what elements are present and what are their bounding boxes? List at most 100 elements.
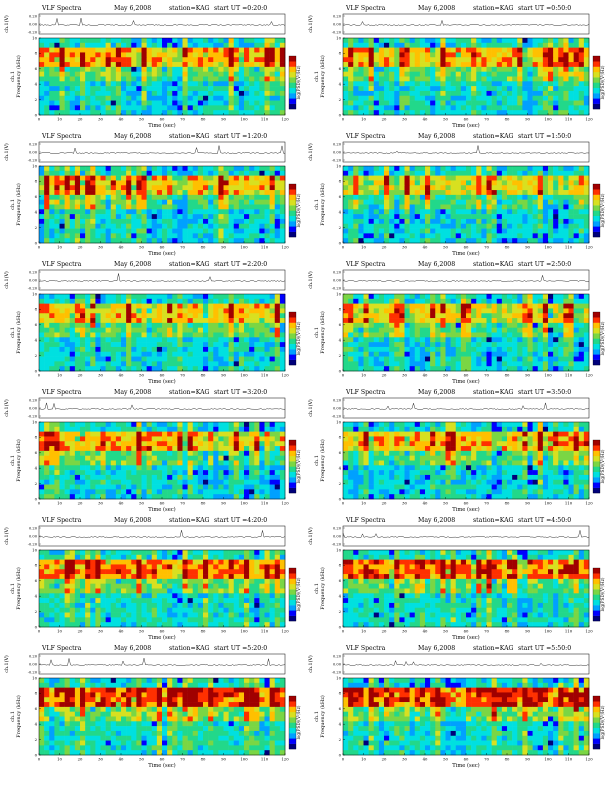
y-tick-label: 4 (35, 338, 38, 343)
heatmap-cell (455, 166, 462, 172)
heatmap-cell (244, 356, 250, 362)
heatmap-cell (105, 342, 112, 348)
heatmap-cell (399, 100, 405, 106)
heatmap-cell (110, 194, 117, 200)
heatmap-cell (141, 76, 147, 82)
heatmap-cell (218, 327, 224, 333)
heatmap-cell (389, 52, 395, 58)
heatmap-cell (218, 233, 224, 239)
heatmap-cell (368, 342, 375, 348)
heatmap-cell (110, 47, 117, 53)
heatmap-cell (517, 100, 523, 106)
heatmap-cell (542, 81, 549, 87)
heatmap-cell (348, 351, 354, 357)
heatmap-cell (476, 214, 482, 220)
heatmap-cell (69, 294, 76, 300)
heatmap-cell (274, 190, 281, 196)
heatmap-cell (353, 90, 359, 97)
heatmap-cell (64, 233, 71, 239)
heatmap-cell (203, 38, 209, 44)
heatmap-cell (223, 313, 229, 319)
heatmap-cell (517, 313, 523, 319)
heatmap-cell (49, 57, 55, 63)
heatmap-cell (373, 100, 380, 106)
heatmap-cell (64, 57, 71, 63)
heatmap-cell (363, 318, 369, 324)
heatmap-cell (430, 298, 436, 304)
heatmap-cell (203, 170, 209, 176)
heatmap-cell (167, 194, 173, 200)
heatmap-cell (558, 342, 564, 348)
heatmap-cell (274, 337, 281, 343)
heatmap-cell (39, 318, 45, 324)
heatmap-cell (187, 204, 194, 210)
heatmap-cell (368, 175, 375, 181)
heatmap-cell (182, 52, 188, 58)
heatmap-cell (583, 105, 590, 111)
heatmap-cell (105, 175, 112, 181)
heatmap-cell (558, 90, 564, 97)
heatmap-cell (532, 346, 539, 353)
heatmap-cell (486, 175, 492, 181)
heatmap-cell (182, 90, 188, 97)
heatmap-cell (425, 346, 431, 353)
heatmap-cell (507, 47, 513, 53)
heatmap-cell (578, 81, 585, 87)
heatmap-cell (522, 342, 528, 348)
heatmap-cell (578, 332, 585, 338)
heatmap-cell (358, 57, 364, 63)
heatmap-cell (279, 190, 286, 196)
heatmap-cell (238, 228, 245, 234)
heatmap-cell (233, 57, 240, 63)
trace-frame (342, 13, 590, 35)
heatmap-cell (348, 318, 354, 324)
y-axis-label: Frequency (kHz) (319, 55, 326, 98)
heatmap-cell (238, 71, 245, 77)
heatmap-cell (172, 223, 178, 229)
heatmap-cell (177, 95, 183, 101)
heatmap-cell (419, 294, 426, 300)
heatmap-cell (218, 337, 224, 343)
heatmap-cell (274, 47, 281, 53)
heatmap-cell (249, 57, 255, 63)
heatmap-cell (440, 233, 446, 239)
heatmap-cell (126, 194, 132, 200)
heatmap-cell (501, 190, 508, 196)
heatmap-cell (85, 62, 91, 68)
heatmap-cell (414, 185, 421, 191)
heatmap-cell (573, 238, 580, 244)
heatmap-cell (249, 342, 255, 348)
heatmap-cell (100, 76, 106, 82)
heatmap-cell (527, 209, 533, 215)
heatmap-cell (197, 351, 204, 357)
heatmap-cell (466, 47, 472, 53)
colorbar-segment (289, 103, 296, 110)
heatmap-cell (358, 76, 364, 82)
heatmap-cell (501, 52, 508, 58)
heatmap-cell (218, 351, 224, 357)
heatmap-cell (537, 194, 544, 200)
heatmap-cell (476, 351, 482, 357)
heatmap-cell (471, 42, 477, 48)
heatmap-cell (141, 66, 147, 72)
heatmap-cell (573, 223, 580, 229)
heatmap-cell (542, 185, 549, 191)
heatmap-cell (471, 90, 477, 97)
heatmap-cell (537, 361, 544, 367)
heatmap-cell (167, 76, 173, 82)
heatmap-cell (197, 170, 204, 176)
heatmap-cell (368, 332, 375, 338)
heatmap-cell (80, 318, 86, 324)
heatmap-cell (542, 170, 549, 176)
heatmap-cell (455, 71, 462, 77)
heatmap-cell (373, 351, 380, 357)
heatmap-cell (249, 175, 255, 181)
heatmap-cell (373, 318, 380, 324)
heatmap-cell (378, 76, 385, 82)
heatmap-cell (542, 322, 549, 328)
heatmap-cell (233, 52, 240, 58)
heatmap-cell (59, 361, 65, 367)
heatmap-cell (39, 57, 45, 63)
heatmap-cell (491, 199, 498, 205)
heatmap-cell (228, 204, 235, 210)
